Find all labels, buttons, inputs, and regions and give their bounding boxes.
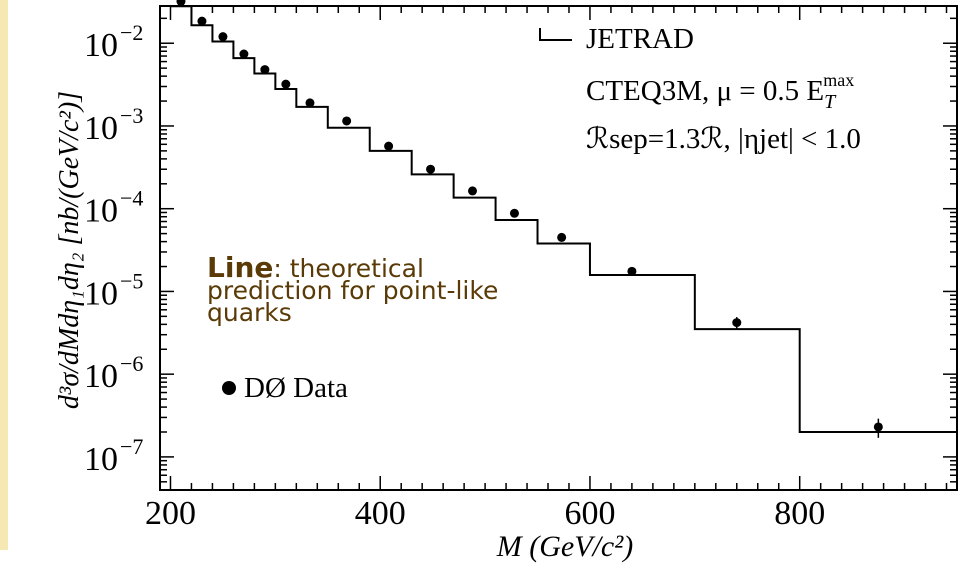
annotation-text: Line: theoretical prediction for point-l… [207,254,547,327]
x-tick-label: 600 [564,495,615,532]
legend: JETRAD CTEQ3M, μ = 0.5 ETmax ℛsep=1.3ℛ, … [222,23,861,404]
data-point [426,164,436,174]
data-point [732,318,742,328]
y-tick-label: 10−6 [84,351,143,395]
y-tick-labels: 10−2 10−3 10−4 10−5 10−6 10−7 [84,20,143,478]
y-tick-label: 10−7 [84,434,143,478]
legend-data-marker [222,381,236,395]
data-point [509,208,519,218]
x-tick-label: 400 [355,495,406,532]
data-point [468,186,478,196]
annotation-rest: : theoretical prediction for point-like … [207,254,499,327]
annotation-bold: Line [207,251,274,284]
data-point [342,116,352,126]
x-tick-label: 200 [145,495,196,532]
data-point [384,141,394,151]
x-tick-labels: 200 400 600 800 [145,495,825,532]
d0-data-points [176,0,883,438]
x-tick-label: 800 [774,495,825,532]
x-axis-label: M (GeV/c²) [496,530,633,563]
data-point [239,49,249,59]
jetrad-step-line [170,5,957,433]
data-point [218,32,228,42]
legend-d0-data: DØ Data [244,372,348,404]
data-point [176,0,186,6]
data-point [627,266,637,276]
data-point [260,65,270,75]
legend-step-icon [539,28,572,41]
data-point [557,232,567,242]
legend-jetrad: JETRAD [586,23,694,55]
data-point [281,79,291,89]
axis-ticks [160,6,957,491]
data-point [197,16,207,26]
y-tick-label: 10−5 [84,268,143,312]
plot-frame [159,5,958,491]
y-tick-label: 10−2 [84,20,143,64]
y-axis-label: d³σ/dMdη₁dη₂ [nb/(GeV/c²)] [54,91,85,409]
data-point [873,422,883,432]
legend-rsep: ℛsep=1.3ℛ, |ηjet| < 1.0 [586,123,861,155]
legend-cteq: CTEQ3M, μ = 0.5 ETmax [586,70,854,113]
left-accent-band [0,0,8,550]
y-tick-label: 10−3 [84,103,143,147]
y-tick-label: 10−4 [84,186,143,230]
data-point [305,98,315,108]
